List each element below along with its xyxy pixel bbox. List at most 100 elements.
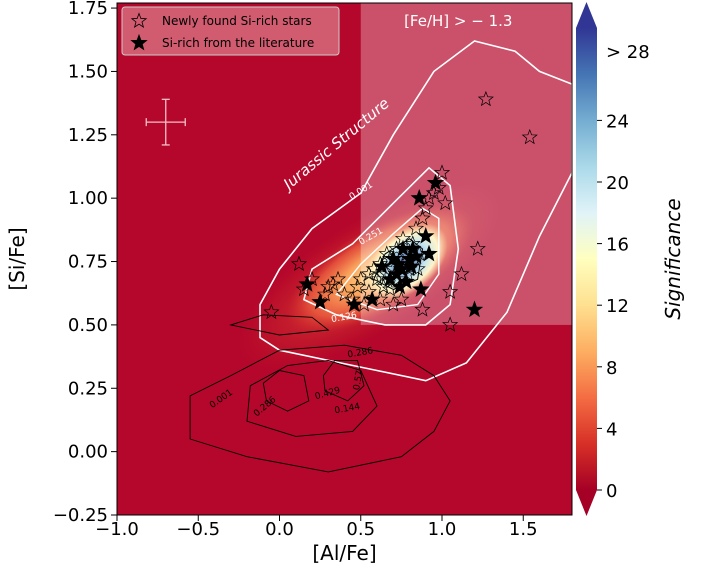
star-markers: [263, 90, 538, 332]
new-star: [360, 265, 377, 282]
new-star: [316, 285, 334, 302]
x-tick-label: −0.5: [176, 519, 220, 540]
new-star: [442, 283, 459, 299]
region-label: [Fe/H] > − 1.3: [404, 12, 512, 30]
new-star: [407, 220, 425, 236]
legend-open-star-shape: [130, 12, 148, 28]
colorbar-tick-label: 8: [606, 358, 617, 379]
literature-star: [407, 247, 425, 264]
colorbar-label: Significance: [661, 198, 685, 319]
y-tick-label: 0.50: [68, 315, 108, 336]
contour-white-inner: [335, 207, 440, 311]
colorbar-top-label: > 28: [606, 42, 650, 63]
literature-star: [298, 275, 316, 292]
colorbar-ticks: 0 4 8 12 16 20 24 > 28: [597, 42, 650, 502]
literature-star: [412, 280, 430, 297]
literature-star: [417, 227, 435, 244]
colorbar-gradient: [576, 28, 597, 490]
new-star: [425, 184, 442, 200]
y-axis-ticks: −0.25 0.00 0.25 0.50 0.75 1.00 1.25 1.50 1.75: [53, 0, 117, 526]
new-star: [521, 128, 538, 145]
colorbar-tick-label: 20: [606, 173, 629, 194]
y-tick-label: 1.25: [68, 125, 108, 146]
y-axis-label: [Si/Fe]: [5, 227, 29, 290]
y-tick-label: 1.50: [68, 61, 108, 82]
new-star: [469, 240, 486, 256]
new-star: [329, 270, 347, 287]
x-tick-label: −1.0: [95, 519, 139, 540]
y-tick-label: 0.75: [68, 252, 108, 273]
contour-white-outer: [259, 40, 572, 382]
new-star: [263, 303, 280, 320]
x-tick-label: 0.0: [265, 519, 294, 540]
plot-area: 0.0010.2510.1260.000.0010.2860.2860.4290…: [117, 3, 572, 515]
legend-open-star-icon: [130, 12, 148, 28]
x-axis-ticks: −1.0 −0.5 0.0 0.5 1.0 1.5: [95, 515, 538, 540]
colorbar-tick-label: 16: [606, 235, 629, 256]
contour-black-1: [246, 359, 378, 437]
colorbar: 0 4 8 12 16 20 24 > 28 Significance: [576, 2, 685, 516]
literature-star: [402, 257, 420, 275]
colorbar-tick-label: 0: [606, 481, 617, 502]
new-star: [453, 265, 470, 282]
colorbar-top-extension: [576, 2, 597, 28]
literature-star: [404, 239, 422, 257]
colorbar-tick-label: 24: [606, 111, 629, 132]
new-star: [336, 285, 353, 302]
new-star: [360, 283, 377, 299]
legend: Newly found Si-rich stars Si-rich from t…: [121, 6, 340, 56]
colorbar-tick-label: 12: [606, 296, 629, 317]
new-star: [325, 275, 342, 292]
y-tick-label: 0.25: [68, 378, 108, 399]
new-star: [437, 194, 454, 211]
x-axis-label: [Al/Fe]: [312, 541, 376, 565]
contour-black-core: [373, 238, 424, 290]
x-tick-label: 0.5: [346, 519, 375, 540]
new-star: [385, 296, 402, 312]
error-bar: [145, 98, 186, 146]
literature-star: [420, 244, 438, 262]
y-tick-label: −0.25: [53, 505, 108, 526]
plot-frame: [116, 2, 573, 516]
contour-black-0: [189, 344, 451, 473]
new-star: [477, 90, 494, 107]
legend-entry-literature: Si-rich from the literature: [162, 36, 314, 50]
literature-star: [426, 173, 445, 191]
literature-star: [410, 189, 428, 206]
contour-label-black: 0.144: [334, 402, 361, 416]
legend-filled-star-shape: [130, 33, 148, 51]
literature-star: [311, 292, 329, 310]
contour-black-2: [262, 370, 310, 412]
literature-star: [465, 300, 484, 318]
new-star: [393, 291, 410, 307]
new-star: [433, 164, 451, 180]
x-tick-label: 1.5: [509, 519, 538, 540]
y-tick-label: 0.00: [68, 442, 108, 463]
literature-star: [363, 290, 381, 307]
new-star: [417, 199, 434, 216]
contour-white-middle: [302, 166, 460, 326]
contour-black-4: [229, 314, 330, 336]
legend-filled-star-icon: [130, 33, 148, 51]
contour-black-3: [322, 359, 365, 402]
contour-label-black: 0.286: [347, 346, 374, 360]
colorbar-tick-label: 4: [606, 419, 617, 440]
contour-label-black: 0.57: [352, 370, 365, 391]
new-star: [349, 278, 366, 294]
legend-entry-new: Newly found Si-rich stars: [162, 14, 312, 28]
colorbar-bottom-extension: [576, 490, 597, 516]
new-star: [290, 255, 308, 271]
literature-star: [373, 257, 391, 275]
legend-box: [121, 6, 340, 56]
y-tick-label: 1.00: [68, 188, 108, 209]
new-star: [352, 270, 369, 287]
new-star: [442, 316, 459, 332]
contour-label-white: 0.126: [331, 311, 358, 325]
y-tick-label: 1.75: [68, 0, 108, 19]
x-tick-label: 1.0: [428, 519, 457, 540]
new-star: [414, 301, 431, 317]
new-star: [414, 209, 431, 226]
literature-star: [345, 295, 363, 313]
literature-star: [391, 277, 409, 295]
